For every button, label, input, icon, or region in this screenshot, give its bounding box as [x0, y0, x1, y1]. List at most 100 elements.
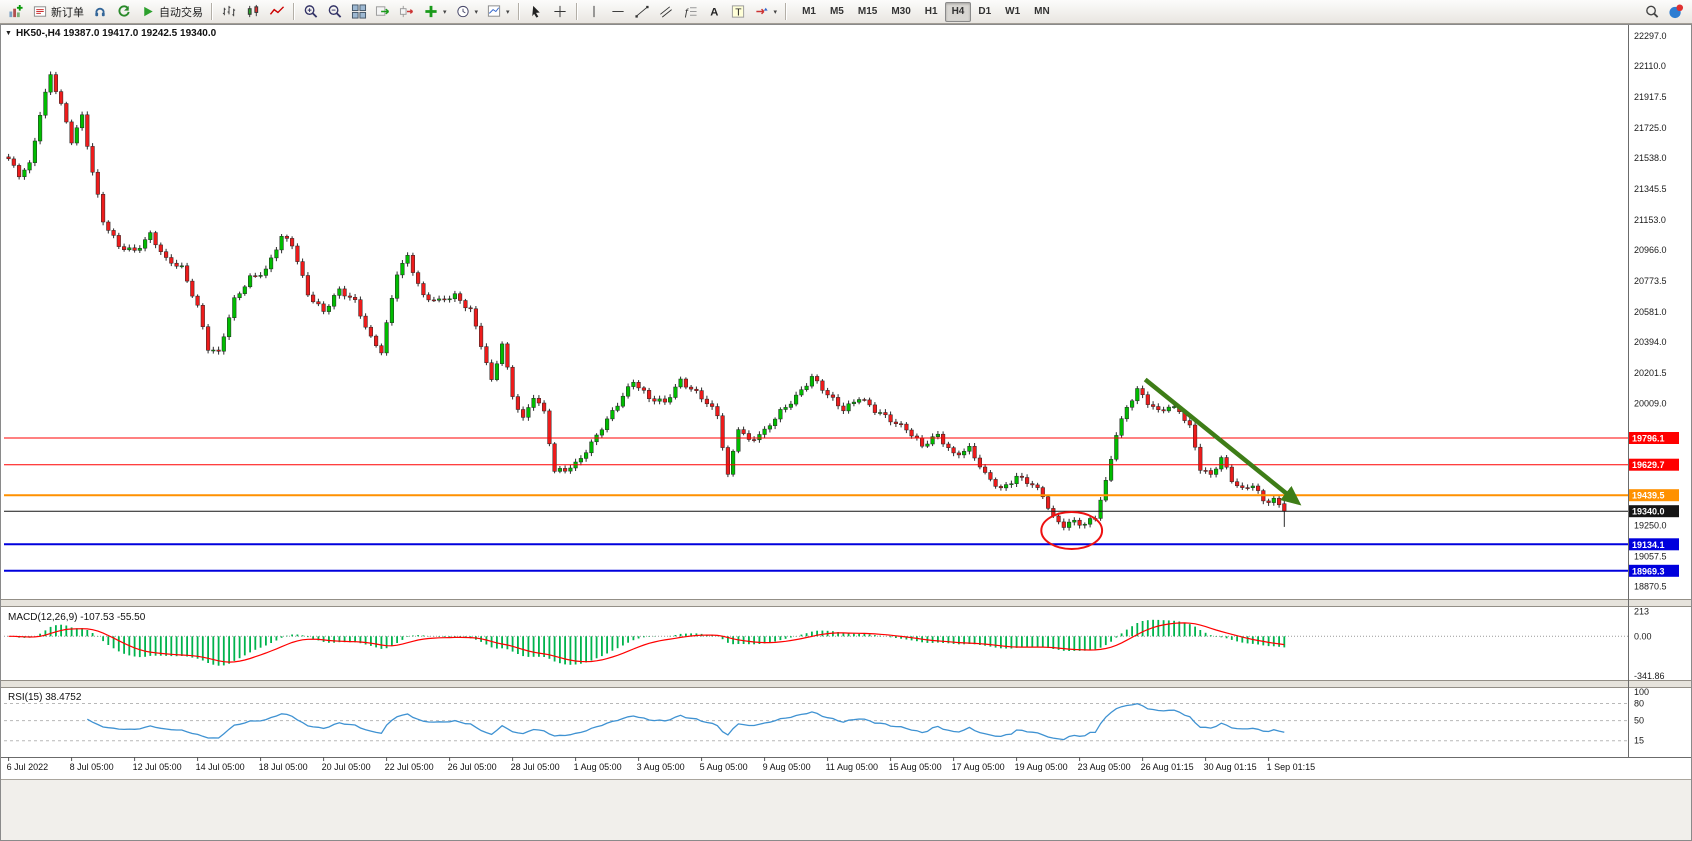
svg-text:12 Jul 05:00: 12 Jul 05:00	[133, 762, 182, 772]
shapes-icon	[754, 4, 770, 19]
timeframe-MN[interactable]: MN	[1034, 6, 1050, 17]
svg-text:19340.0: 19340.0	[1632, 507, 1665, 517]
svg-text:19057.5: 19057.5	[1634, 552, 1667, 562]
new-order-button[interactable]: 新订单	[28, 1, 88, 23]
svg-text:19796.1: 19796.1	[1632, 434, 1665, 444]
svg-text:22110.0: 22110.0	[1634, 61, 1666, 71]
svg-text:15: 15	[1634, 736, 1644, 746]
time-axis[interactable]: 6 Jul 2022 8 Jul 05:00 12 Jul 05:00 14 Jul …	[0, 757, 1692, 772]
metaeditor-button[interactable]	[88, 1, 112, 23]
zoom-out-button[interactable]	[323, 1, 347, 23]
toolbar-separator	[293, 3, 295, 20]
fibo-icon: ƒ	[682, 4, 698, 19]
svg-text:19250.0: 19250.0	[1634, 521, 1667, 531]
trendline-button[interactable]	[630, 1, 654, 23]
timeframe-D1[interactable]: D1	[978, 6, 992, 17]
panel-divider-macd[interactable]	[0, 599, 1692, 607]
timeframe-M30[interactable]: M30	[891, 6, 911, 17]
timeframe-M5[interactable]: M5	[829, 6, 844, 17]
svg-text:0.00: 0.00	[1634, 631, 1652, 641]
timeframe-H1[interactable]: H1	[924, 6, 938, 17]
hline-icon	[610, 4, 626, 19]
svg-text:20773.5: 20773.5	[1634, 276, 1667, 286]
channel-icon	[658, 4, 674, 19]
bars-chart-button[interactable]	[217, 1, 241, 23]
textA-icon: A	[706, 4, 722, 19]
rsi-panel[interactable]: RSI(15) 38.4752 100 80 50 15	[4, 687, 1649, 746]
chart-menu-arrow[interactable]: ▼	[5, 30, 12, 37]
text-button[interactable]: A	[702, 1, 726, 23]
community-button[interactable]	[1664, 1, 1688, 23]
timeframe-toolbar: M1 M5 M15 M30 H1 H4 D1 W1 MN	[795, 1, 1057, 22]
svg-text:21725.0: 21725.0	[1634, 123, 1667, 133]
svg-text:21538.0: 21538.0	[1634, 153, 1667, 163]
dropdown-caret-icon: ▾	[506, 8, 510, 16]
svg-text:ƒ: ƒ	[683, 7, 689, 18]
plus-green-icon	[423, 4, 439, 19]
periods-button[interactable]: ▾	[451, 1, 483, 23]
text-label-button[interactable]: T	[726, 1, 750, 23]
search-button[interactable]	[1640, 1, 1664, 23]
svg-text:26 Jul 05:00: 26 Jul 05:00	[448, 762, 497, 772]
svg-text:18870.5: 18870.5	[1634, 582, 1667, 592]
toolbar-separator	[785, 3, 788, 20]
annotation-ellipse[interactable]	[1040, 511, 1104, 550]
cursor-button[interactable]	[524, 1, 548, 23]
timeframe-W1[interactable]: W1	[1005, 6, 1021, 17]
price-axis[interactable]: 22297.0 22110.0 21917.5 21725.0 21538.0 21345…	[1634, 31, 1667, 592]
new-order-button-label: 新订单	[51, 6, 84, 19]
svg-text:A: A	[710, 6, 718, 18]
arrows-button[interactable]: ▾	[750, 1, 782, 23]
dropdown-caret-icon: ▾	[773, 8, 778, 16]
vline-icon	[586, 4, 602, 19]
channel-button[interactable]	[654, 1, 678, 23]
indicators-button[interactable]: ▾	[419, 1, 451, 23]
toolbar-separator	[211, 3, 213, 20]
svg-text:20 Jul 05:00: 20 Jul 05:00	[322, 762, 371, 772]
macd-panel[interactable]: MACD(12,26,9) -107.53 -55.50 213 0.00 -341.…	[4, 607, 1665, 681]
svg-text:9 Aug 05:00: 9 Aug 05:00	[763, 762, 811, 772]
svg-text:22 Jul 05:00: 22 Jul 05:00	[385, 762, 434, 772]
fibonacci-button[interactable]: ƒ	[678, 1, 702, 23]
svg-text:26 Aug 01:15: 26 Aug 01:15	[1141, 762, 1194, 772]
auto-trading-button[interactable]: 自动交易	[136, 1, 207, 23]
macd-label: MACD(12,26,9) -107.53 -55.50	[8, 612, 146, 623]
auto-scroll-button[interactable]	[371, 1, 395, 23]
svg-text:20966.0: 20966.0	[1634, 245, 1667, 255]
refresh-button[interactable]	[112, 1, 136, 23]
tile-windows-button[interactable]	[347, 1, 371, 23]
crosshair-button[interactable]	[548, 1, 572, 23]
timeframe-H4[interactable]: H4	[944, 1, 972, 22]
templates-button[interactable]: ▾	[482, 1, 514, 23]
horizontal-line-button[interactable]	[606, 1, 630, 23]
line-chart-button[interactable]	[265, 1, 289, 23]
zoom-in-button[interactable]	[299, 1, 323, 23]
vertical-line-button[interactable]	[582, 1, 606, 23]
new-chart-button[interactable]	[4, 1, 28, 23]
resistance-line-19796-tag: 19796.1	[1629, 432, 1679, 444]
chart-shift-button[interactable]	[395, 1, 419, 23]
svg-text:17 Aug 05:00: 17 Aug 05:00	[952, 762, 1005, 772]
svg-text:22297.0: 22297.0	[1634, 31, 1667, 41]
svg-text:21917.5: 21917.5	[1634, 92, 1667, 102]
chart-title: HK50-,H4 19387.0 19417.0 19242.5 19340.0	[16, 28, 217, 39]
bars-icon	[221, 4, 237, 19]
svg-text:21345.5: 21345.5	[1634, 184, 1667, 194]
chartshift-icon	[399, 4, 415, 19]
timeframe-M1[interactable]: M1	[802, 6, 816, 17]
annotation-arrow[interactable]	[1143, 377, 1302, 506]
svg-text:19 Aug 05:00: 19 Aug 05:00	[1015, 762, 1068, 772]
svg-text:1 Sep 01:15: 1 Sep 01:15	[1267, 762, 1316, 772]
candles-icon	[245, 4, 261, 19]
svg-text:213: 213	[1634, 607, 1649, 617]
chart-background[interactable]	[0, 24, 1692, 841]
support-line-19439-tag: 19439.5	[1629, 489, 1679, 502]
support-line-18969-tag: 18969.3	[1629, 564, 1679, 577]
timeframe-M15[interactable]: M15	[857, 6, 878, 17]
svg-text:6 Jul 2022: 6 Jul 2022	[7, 762, 49, 772]
panel-divider-rsi[interactable]	[0, 680, 1692, 688]
svg-text:18 Jul 05:00: 18 Jul 05:00	[259, 762, 308, 772]
svg-text:8 Jul 05:00: 8 Jul 05:00	[70, 762, 114, 772]
candlestick-chart-button[interactable]	[241, 1, 265, 23]
